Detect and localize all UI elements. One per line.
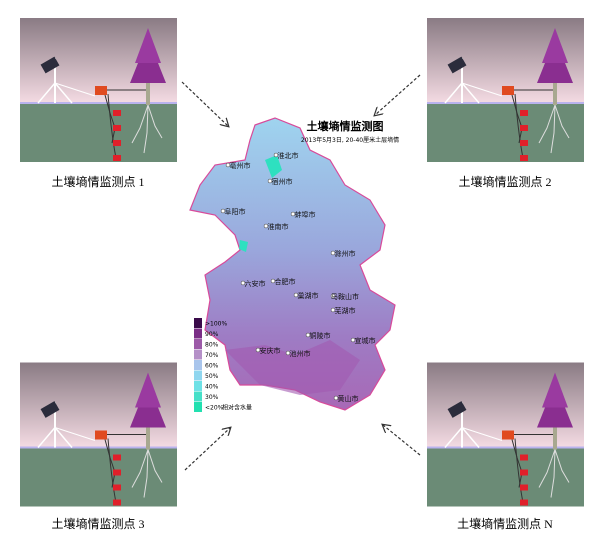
legend-label: 80% — [205, 342, 219, 349]
city-label: 巢湖市 — [298, 291, 319, 300]
city-label: 黄山市 — [338, 394, 359, 403]
legend-swatch — [194, 360, 202, 370]
city-label: 阜阳市 — [225, 207, 246, 216]
legend-label: 70% — [205, 352, 219, 359]
city-dot — [333, 395, 339, 401]
station-label: 土壤墒情监测点 3 — [51, 516, 144, 531]
city-dot — [225, 162, 231, 168]
city-dot — [267, 178, 273, 184]
city-dot — [293, 292, 299, 298]
city-dot — [285, 350, 291, 356]
legend-swatch — [194, 318, 202, 328]
city-dot — [273, 152, 279, 158]
city-label: 马鞍山市 — [331, 292, 359, 301]
city-label: 宣城市 — [355, 336, 376, 345]
legend-swatch — [194, 339, 202, 349]
city-label: 滁州市 — [335, 249, 356, 258]
legend-label: 30% — [205, 394, 219, 401]
city-dot — [255, 347, 261, 353]
city-dot — [330, 250, 336, 256]
city-label: 芜湖市 — [335, 306, 356, 315]
station-label: 土壤墒情监测点 N — [457, 516, 553, 531]
legend-label: 40% — [205, 384, 219, 391]
city-label: 蚌埠市 — [295, 210, 316, 219]
city-dot — [240, 280, 246, 286]
city-label: 六安市 — [245, 279, 266, 288]
city-dot — [263, 223, 269, 229]
city-dot — [270, 278, 276, 284]
city-dot — [350, 337, 356, 343]
legend-swatch — [194, 381, 202, 391]
legend-swatch — [194, 328, 202, 339]
map-subtitle: 2013年5月3日, 20-40厘米土层墒情 — [301, 136, 399, 144]
city-label: 亳州市 — [230, 161, 251, 170]
legend-label: 60% — [205, 363, 219, 370]
city-dot — [290, 211, 296, 217]
city-label: 池州市 — [290, 349, 311, 358]
city-dot — [330, 293, 336, 299]
city-label: 淮北市 — [278, 151, 299, 160]
legend-swatch — [194, 370, 202, 381]
city-label: 铜陵市 — [310, 331, 331, 340]
legend-swatch — [194, 349, 202, 360]
city-label: 淮南市 — [268, 222, 289, 231]
city-label: 安庆市 — [260, 346, 281, 355]
city-dot — [330, 307, 336, 313]
province-map — [189, 117, 396, 411]
legend-label: <20% — [205, 405, 224, 412]
legend-label: >100% — [205, 321, 227, 328]
legend-caption: 相对含水量 — [222, 404, 252, 412]
legend-label: 50% — [205, 373, 219, 380]
map-title: 土壤墒情监测图 — [307, 119, 384, 133]
station-label: 土壤墒情监测点 2 — [458, 174, 551, 189]
legend-swatch — [194, 391, 202, 402]
legend-swatch — [194, 402, 202, 412]
station-label: 土壤墒情监测点 1 — [51, 174, 144, 189]
city-dot — [305, 332, 311, 338]
city-label: 宿州市 — [272, 177, 293, 186]
city-label: 合肥市 — [275, 277, 296, 286]
legend-label: 90% — [205, 331, 219, 338]
city-dot — [220, 208, 226, 214]
